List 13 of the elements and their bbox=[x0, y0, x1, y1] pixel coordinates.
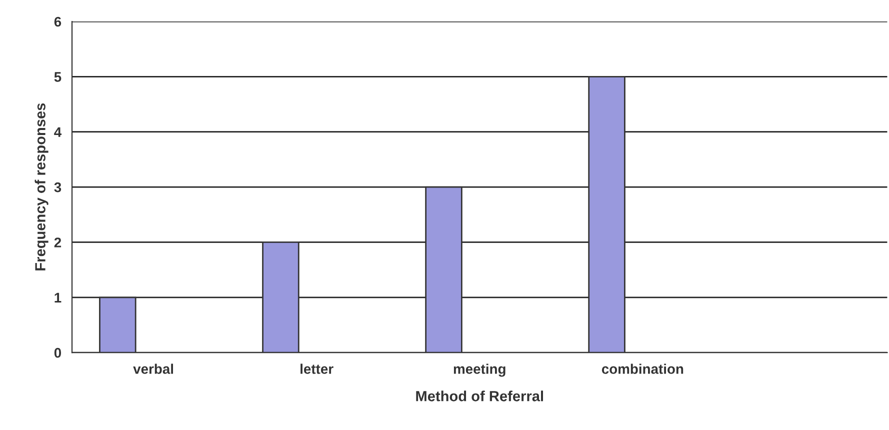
y-tick-label: 0 bbox=[54, 348, 62, 358]
y-axis-title: Frequency of responses bbox=[34, 103, 48, 270]
x-tick-label: combination bbox=[602, 364, 684, 374]
x-tick-label: letter bbox=[300, 364, 334, 374]
y-tick-label: 6 bbox=[54, 16, 62, 27]
y-tick-label: 1 bbox=[54, 292, 62, 302]
y-tick-label: 3 bbox=[54, 182, 62, 192]
x-tick-label: verbal bbox=[133, 364, 174, 374]
y-tick-label: 5 bbox=[54, 72, 62, 82]
x-tick-label: meeting bbox=[454, 364, 506, 377]
y-tick-label: 2 bbox=[54, 238, 62, 248]
y-tick-label: 4 bbox=[54, 127, 62, 137]
x-axis-title: Method of Referral bbox=[416, 390, 543, 402]
